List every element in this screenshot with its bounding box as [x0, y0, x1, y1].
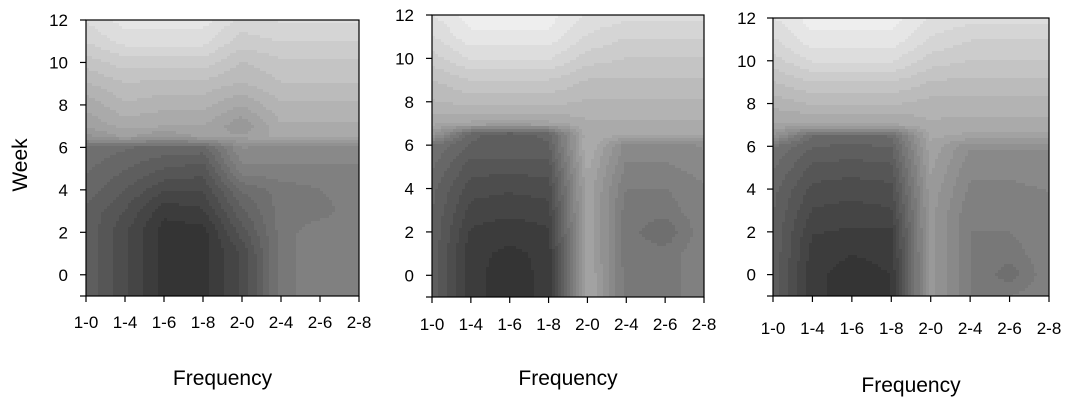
y-tick-label: 4 — [59, 181, 68, 200]
x-tick-label: 2-4 — [269, 313, 294, 332]
x-tick-label: 1-8 — [879, 319, 904, 338]
x-axis-title: Frequency — [173, 367, 273, 390]
x-tick-label: 2-0 — [918, 319, 943, 338]
y-tick-label: 6 — [747, 137, 756, 156]
y-axis-title: Week — [9, 138, 32, 192]
x-tick-label: 2-6 — [308, 313, 333, 332]
y-tick-label: 12 — [49, 11, 68, 30]
x-tick-label: 1-6 — [152, 313, 177, 332]
y-tick-label: 12 — [737, 9, 756, 28]
x-tick-label: 2-0 — [575, 315, 600, 334]
x-tick-label: 1-4 — [459, 315, 484, 334]
y-tick-label: 4 — [747, 180, 756, 199]
x-tick-label: 1-6 — [497, 315, 522, 334]
x-tick-label: 2-0 — [230, 313, 255, 332]
y-tick-label: 10 — [737, 52, 756, 71]
x-tick-label: 1-4 — [800, 319, 825, 338]
plot-frame-left — [85, 19, 360, 297]
x-tick-label: 1-8 — [536, 315, 561, 334]
x-tick-label: 1-0 — [74, 313, 99, 332]
x-tick-label: 2-8 — [692, 315, 717, 334]
y-tick-label: 8 — [747, 95, 756, 114]
x-tick-label: 2-6 — [997, 319, 1022, 338]
y-tick-label: 0 — [405, 266, 414, 285]
contour-surface-left — [86, 20, 360, 297]
y-tick-label: 8 — [405, 93, 414, 112]
x-tick-label: 1-0 — [420, 315, 445, 334]
x-tick-label: 2-8 — [347, 313, 372, 332]
contour-panel-left: 0 2 4 6 8 10 12 1-0 1-4 1-6 1-8 2-0 2-4 2-6 2-8 Frequen… — [9, 11, 371, 390]
y-tick-label: 0 — [747, 266, 756, 285]
contour-surface-right — [773, 18, 1050, 297]
x-tick-label: 1-6 — [840, 319, 865, 338]
y-tick-label: 10 — [395, 49, 414, 68]
y-tick-label: 4 — [405, 180, 414, 199]
y-tick-label: 12 — [395, 6, 414, 25]
y-tick-label: 8 — [59, 96, 68, 115]
contour-surface-middle — [432, 15, 705, 298]
y-tick-label: 2 — [59, 223, 68, 242]
contour-panel-right: 0 2 4 6 8 10 12 1-0 1-4 1-6 1-8 2-0 2-4 2-6 2-8 Frequen… — [737, 9, 1061, 397]
x-axis-title: Frequency — [518, 367, 618, 390]
x-tick-label: 1-4 — [113, 313, 138, 332]
x-tick-label: 2-6 — [653, 315, 678, 334]
x-tick-label: 1-0 — [761, 319, 786, 338]
x-tick-label: 2-4 — [614, 315, 639, 334]
x-axis-title: Frequency — [861, 374, 961, 397]
y-tick-label: 10 — [49, 53, 68, 72]
plot-frame-middle — [431, 14, 705, 298]
y-tick-label: 6 — [59, 138, 68, 157]
y-tick-label: 6 — [405, 136, 414, 155]
x-tick-label: 2-8 — [1037, 319, 1062, 338]
y-tick-label: 2 — [747, 223, 756, 242]
x-tick-label: 2-4 — [958, 319, 983, 338]
plot-frame-right — [772, 17, 1050, 297]
x-tick-label: 1-8 — [191, 313, 216, 332]
y-tick-label: 0 — [59, 266, 68, 285]
y-tick-label: 2 — [405, 223, 414, 242]
contour-panel-middle: 0 2 4 6 8 10 12 1-0 1-4 1-6 1-8 2-0 2-4 2-6 2-8 Frequen… — [395, 6, 716, 390]
